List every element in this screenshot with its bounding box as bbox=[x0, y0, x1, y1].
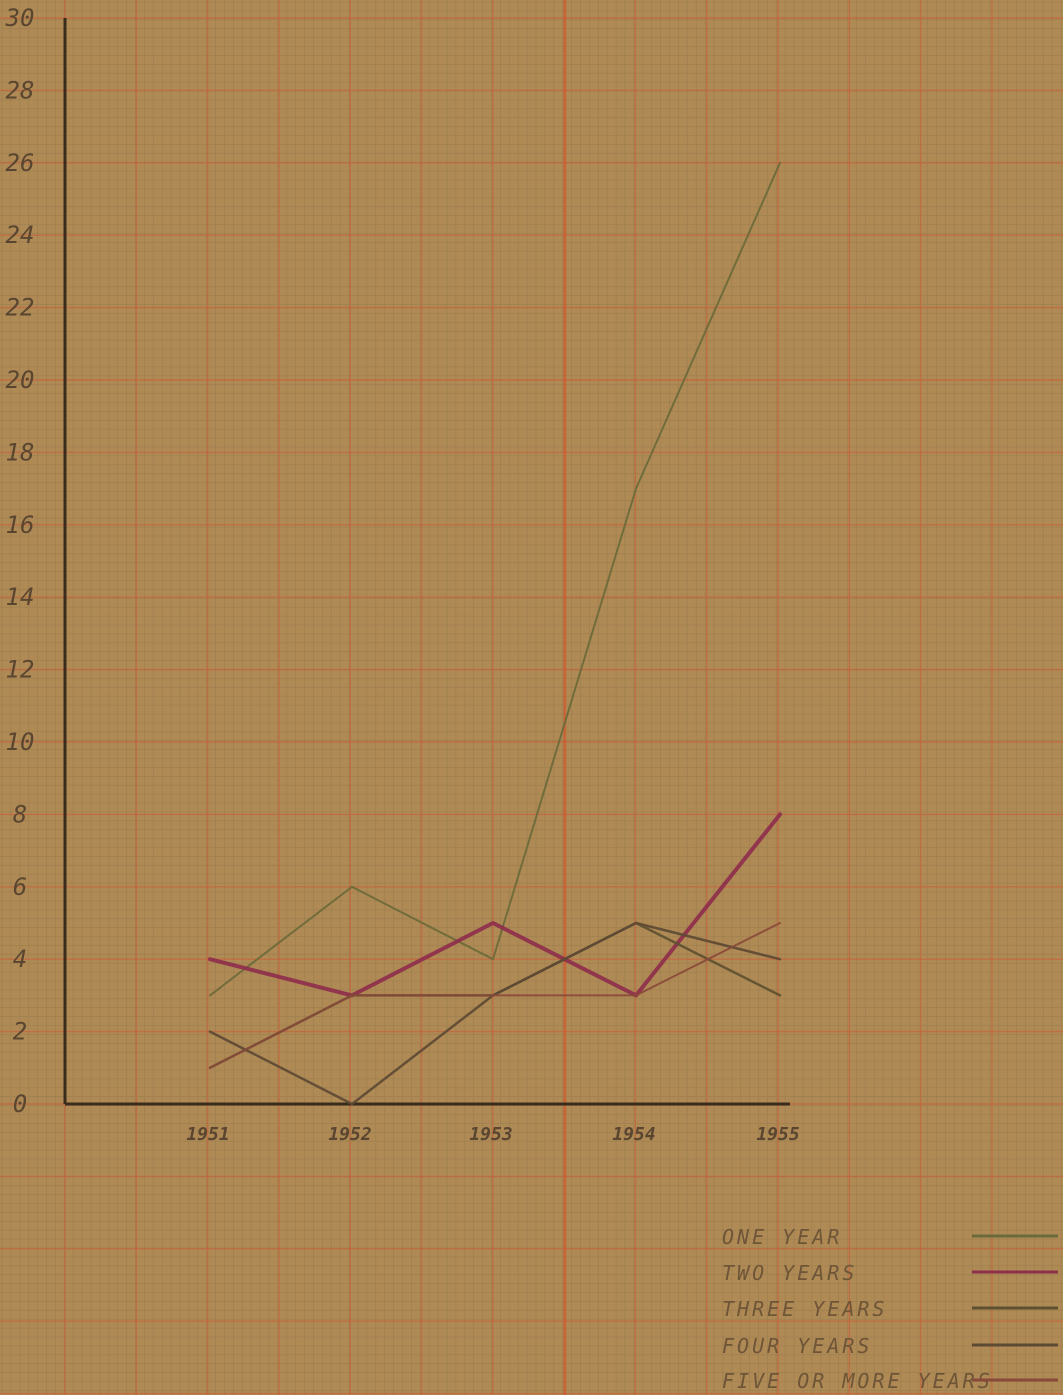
y-tick-label: 28 bbox=[6, 76, 35, 104]
y-tick-label: 12 bbox=[6, 656, 35, 684]
y-tick-label: 20 bbox=[6, 366, 35, 394]
legend-label: FOUR YEARS bbox=[722, 1334, 872, 1358]
y-tick-label: 4 bbox=[13, 945, 27, 973]
y-tick-label: 18 bbox=[6, 438, 35, 466]
y-tick-label: 26 bbox=[6, 149, 35, 177]
y-tick-label: 2 bbox=[13, 1018, 27, 1046]
y-tick-label: 0 bbox=[13, 1090, 27, 1118]
x-tick-label: 1951 bbox=[186, 1124, 229, 1145]
y-tick-label: 22 bbox=[6, 294, 35, 322]
x-tick-label: 1953 bbox=[469, 1124, 512, 1145]
y-tick-label: 8 bbox=[13, 800, 27, 828]
x-tick-label: 1952 bbox=[328, 1124, 371, 1145]
series-lines bbox=[208, 161, 782, 1106]
series-line bbox=[209, 922, 781, 1069]
legend-label: THREE YEARS bbox=[722, 1297, 887, 1321]
y-tick-label: 16 bbox=[6, 511, 35, 539]
x-tick-label: 1954 bbox=[612, 1124, 655, 1145]
legend-label: FIVE OR MORE YEARS bbox=[722, 1369, 993, 1393]
y-tick-label: 6 bbox=[13, 873, 27, 901]
series-line bbox=[209, 161, 781, 997]
y-tick-label: 14 bbox=[6, 583, 35, 611]
legend-label: ONE YEAR bbox=[722, 1225, 842, 1249]
y-tick-label: 30 bbox=[5, 4, 35, 32]
axes bbox=[63, 18, 790, 1106]
x-tick-labels: 1951 1952 1953 1954 1955 bbox=[186, 1124, 800, 1145]
y-tick-label: 24 bbox=[6, 221, 35, 249]
y-tick-label: 10 bbox=[6, 728, 35, 756]
x-tick-label: 1955 bbox=[756, 1124, 800, 1145]
legend-label: TWO YEARS bbox=[722, 1261, 857, 1285]
legend: ONE YEAR TWO YEARS THREE YEARS FOUR YEARS FI… bbox=[722, 1225, 1058, 1393]
